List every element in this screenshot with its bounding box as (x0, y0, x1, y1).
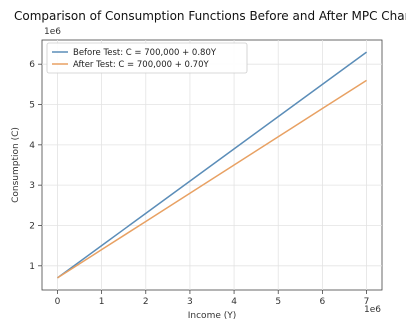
series-line-1 (57, 51, 367, 279)
y-tick-label: 6 (29, 60, 35, 70)
legend-label-2: After Test: C = 700,000 + 0.70Y (73, 60, 209, 70)
chart-title: Comparison of Consumption Functions Befo… (14, 9, 406, 23)
legend-label-1: Before Test: C = 700,000 + 0.80Y (73, 48, 217, 58)
legend: Before Test: C = 700,000 + 0.80Y After Te… (46, 42, 248, 74)
y-axis-title: Consumption (C) (11, 127, 21, 203)
x-tick-label: 5 (275, 297, 281, 307)
x-tick-label: 2 (143, 297, 149, 307)
x-axis-title: Income (Y) (188, 311, 237, 320)
y-scale-label: 1e6 (44, 27, 61, 37)
x-tick-label: 1 (99, 297, 105, 307)
x-tick-label: 3 (187, 297, 193, 307)
x-scale-label: 1e6 (364, 305, 381, 315)
y-axis-ticks: 1 2 3 4 5 6 (29, 60, 42, 272)
x-axis-ticks: 0 1 2 3 4 5 6 7 (55, 290, 370, 307)
x-tick-label: 7 (364, 297, 370, 307)
x-tick-label: 6 (320, 297, 326, 307)
series-lines (57, 51, 367, 279)
x-tick-label: 4 (231, 297, 237, 307)
legend-box (46, 42, 248, 74)
x-tick-label: 0 (55, 297, 61, 307)
y-tick-label: 3 (29, 181, 35, 191)
y-tick-label: 5 (29, 101, 35, 111)
y-tick-label: 2 (29, 221, 35, 231)
y-tick-label: 1 (29, 262, 35, 272)
y-tick-label: 4 (29, 141, 35, 151)
series-line-2 (57, 79, 367, 279)
